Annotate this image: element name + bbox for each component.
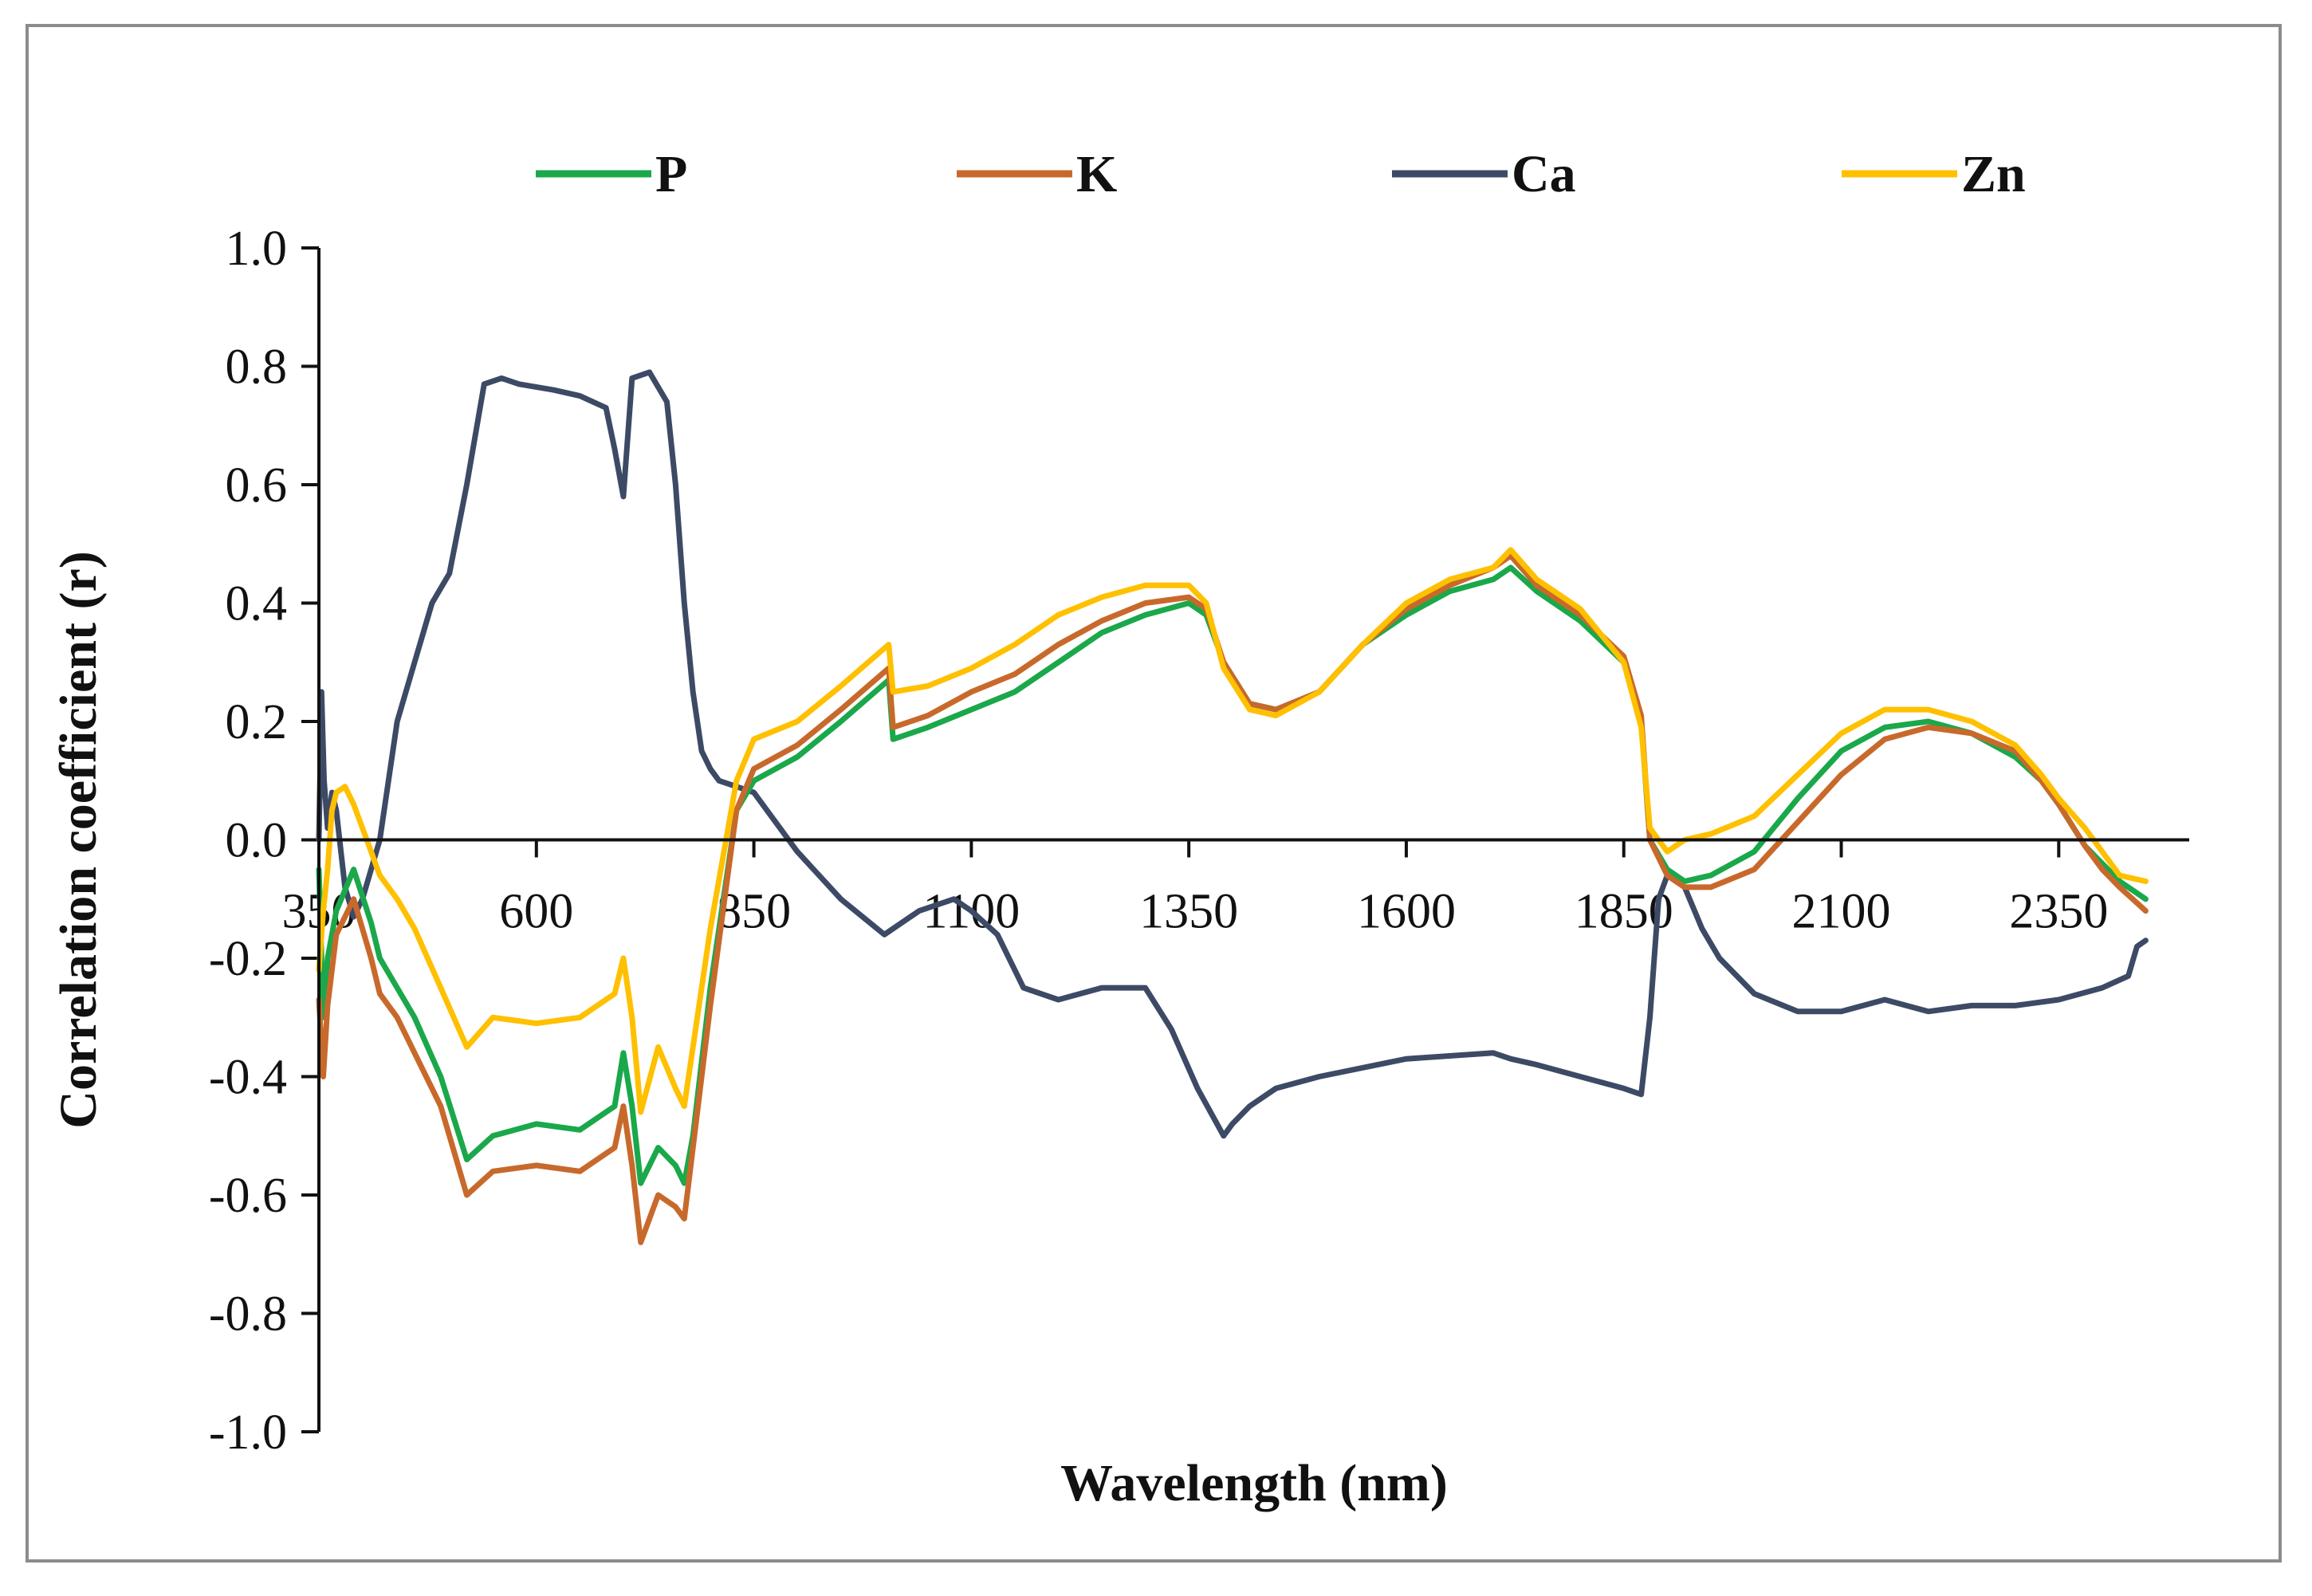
y-tick-label: 0.0 bbox=[226, 814, 288, 868]
y-tick-label: -0.6 bbox=[209, 1169, 287, 1223]
y-axis-title: Correlation coefficient (r) bbox=[49, 551, 108, 1128]
series-line-zn bbox=[316, 547, 2149, 1115]
legend-label-k: K bbox=[1076, 145, 1117, 203]
legend-label-zn: Zn bbox=[1961, 145, 2026, 203]
legend-label-ca: Ca bbox=[1512, 145, 1576, 203]
x-axis-title: Wavelength (nm) bbox=[1060, 1454, 1448, 1512]
x-tick-label: 850 bbox=[717, 885, 791, 939]
x-tick-label: 1600 bbox=[1357, 885, 1456, 939]
y-tick-label: -1.0 bbox=[209, 1405, 287, 1460]
x-axis-ticks: 350 600 850 1100 1350 1600 1850 2100 2350 bbox=[282, 839, 2108, 939]
legend: P K Ca Zn bbox=[536, 145, 2026, 203]
y-tick-label: 0.2 bbox=[226, 695, 288, 749]
x-tick-label: 1350 bbox=[1139, 885, 1238, 939]
axes bbox=[317, 248, 2189, 1432]
x-tick-label: 2350 bbox=[2009, 885, 2108, 939]
x-tick-label: 600 bbox=[499, 885, 573, 939]
series-line-k bbox=[316, 552, 2149, 1245]
y-tick-label: 0.4 bbox=[226, 577, 288, 631]
y-tick-label: -0.8 bbox=[209, 1287, 287, 1342]
y-tick-label: -0.4 bbox=[209, 1051, 287, 1105]
y-tick-label: 0.8 bbox=[226, 340, 288, 395]
y-tick-label: 0.6 bbox=[226, 458, 288, 513]
series-line-ca bbox=[316, 369, 2149, 1139]
series-layer bbox=[316, 369, 2149, 1245]
series-line-p bbox=[316, 564, 2149, 1186]
y-axis-ticks: 1.0 0.8 0.6 0.4 0.2 0.0 -0.2 -0.4 -0.6 -0.8 -1.0 bbox=[209, 222, 319, 1460]
chart-frame bbox=[26, 24, 2282, 1563]
y-tick-label: 1.0 bbox=[226, 222, 288, 276]
y-tick-label: -0.2 bbox=[209, 932, 287, 986]
legend-label-p: P bbox=[655, 145, 687, 203]
x-tick-label: 2100 bbox=[1792, 885, 1891, 939]
